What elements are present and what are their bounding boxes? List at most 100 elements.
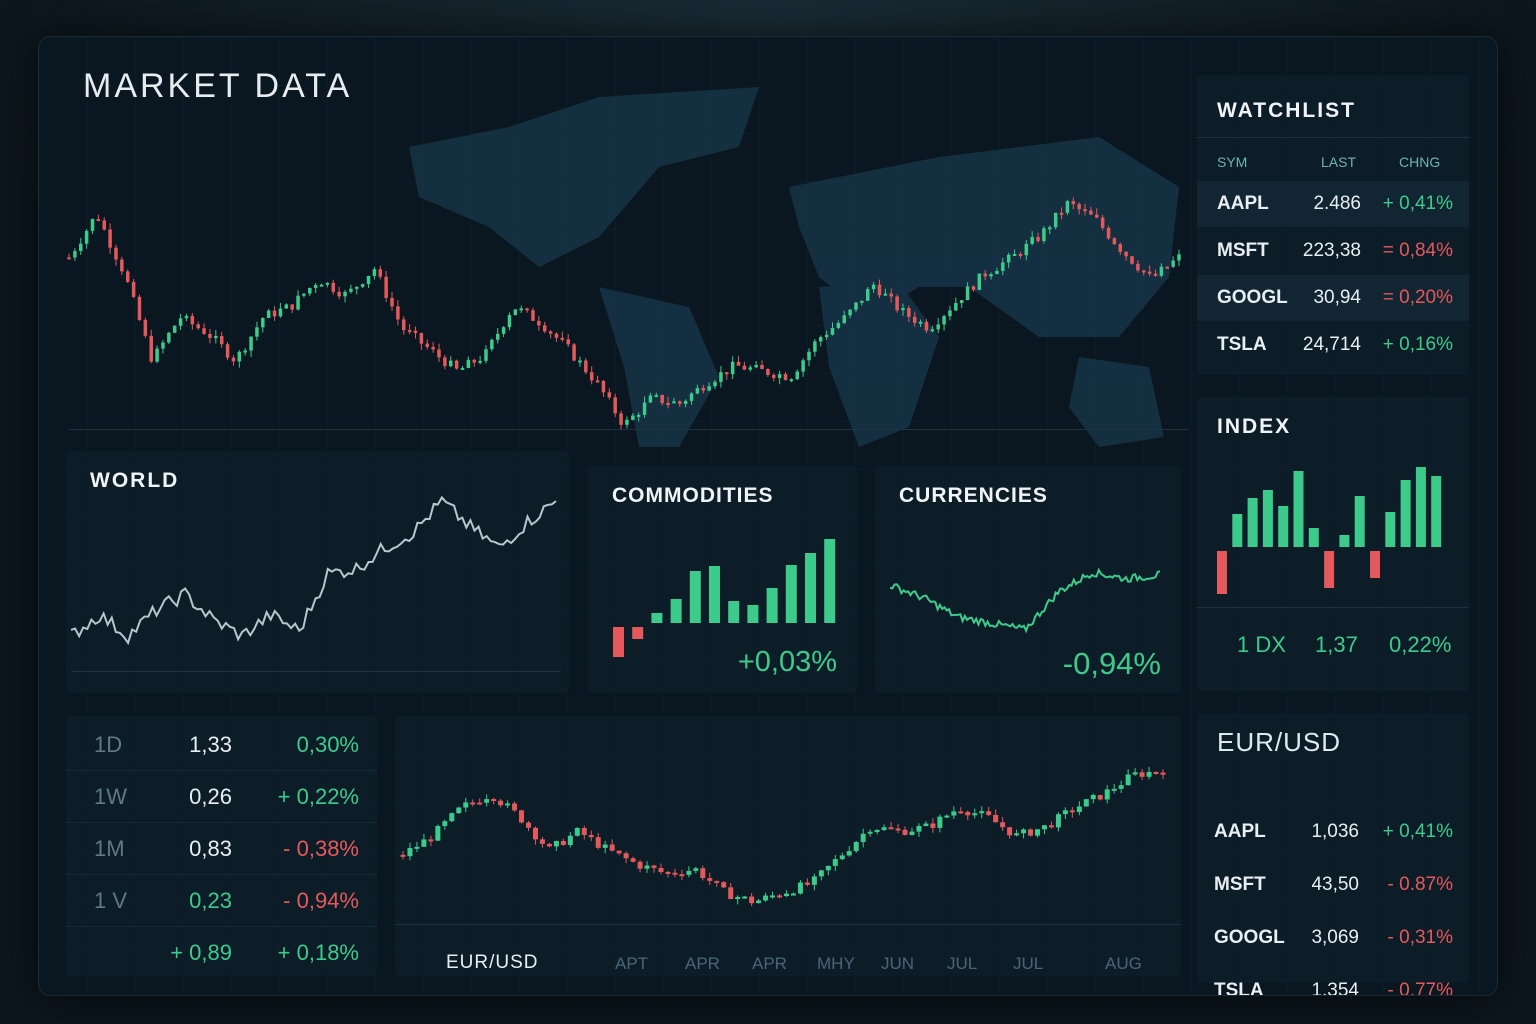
candle [396,300,400,326]
candle [695,384,700,395]
candle [1041,825,1047,835]
candle [360,283,365,289]
bar-down [632,627,644,639]
candle [1065,199,1070,216]
stats-row[interactable]: 1D 1,33 0,30% [66,719,377,771]
candle [526,821,532,832]
divider [1197,137,1469,138]
candle [302,293,306,298]
candle [1153,771,1159,775]
candle [1042,226,1046,244]
eurusd-row[interactable]: MSFT 43,50 - 0.87% [1197,862,1469,908]
bar-up [1415,467,1426,547]
candle [1083,203,1087,216]
candle [613,393,617,418]
candle [272,305,277,321]
candle [581,825,587,840]
candle [172,325,177,334]
candle [1095,208,1099,219]
candle [532,826,538,845]
bar-up [1354,496,1365,547]
candle [477,798,483,805]
candle [959,300,964,308]
value: 0,26 [189,783,232,809]
divider [395,924,1181,925]
bar-up [1293,471,1304,547]
candle [760,360,764,370]
candle [1062,807,1068,819]
candle [313,283,318,294]
symbol: AAPL [1217,193,1269,214]
candle [679,869,685,881]
candle [472,358,476,367]
candle [874,829,880,835]
bar-up [1385,512,1396,547]
candle [261,317,265,333]
candle [609,839,615,852]
candle [214,330,218,344]
stats-row[interactable]: 1M 0,83 - 0,38% [66,823,377,875]
watchlist-row[interactable]: TSLA 24,714 + 0,16% [1197,322,1469,368]
candle [721,881,727,889]
watchlist-row[interactable]: MSFT 223,38 = 0,84% [1197,228,1469,274]
candle [965,810,971,821]
eurusd-row[interactable]: AAPL 1,036 + 0,41% [1197,809,1469,855]
candle [1130,255,1134,265]
candle [1132,768,1138,776]
stats-row[interactable]: 1W 0,26 + 0,22% [66,771,377,823]
candle [249,336,253,357]
candle [343,289,347,303]
watchlist-row[interactable]: AAPL 2.486 + 0,41% [1197,181,1469,227]
last-price: 2.486 [1313,193,1361,214]
candle [766,368,770,378]
candle [428,835,434,847]
candle [936,318,940,334]
candle [1034,829,1040,838]
candle [131,278,136,299]
bar-up [1232,514,1243,547]
watchlist-row[interactable]: GOOGL 30,94 = 0,20% [1197,275,1469,321]
candle [1053,212,1058,230]
candle [942,314,946,331]
month-tick: AUG [1105,954,1142,973]
candle [584,358,588,375]
eurusd-row[interactable]: TSLA 1,354 - 0,77% [1197,968,1469,995]
candle [883,288,888,296]
candle [161,339,165,354]
candle [742,895,748,899]
candle [125,269,130,284]
candle [971,285,976,292]
candle [930,818,936,833]
candle [1000,817,1006,831]
candle [355,286,359,295]
candle [537,316,541,331]
candle [825,865,831,876]
candle [924,318,929,334]
stats-row[interactable]: + 0,89 + 0,18% [66,927,377,979]
bar-up [766,588,778,623]
candle [366,275,371,288]
last-price: 24,714 [1302,334,1361,355]
candle [948,305,952,321]
candle [725,372,729,380]
candle [278,302,283,318]
bar-up [1278,506,1289,547]
candle [525,307,529,313]
candle [578,356,582,367]
last-price: 30,94 [1313,287,1361,308]
candle [930,325,935,333]
candle [507,312,512,331]
candle [1160,769,1166,780]
candle [319,283,324,287]
candle [1007,827,1013,839]
candle [728,882,734,900]
change: + 0,41% [1382,821,1453,842]
candle [1018,251,1023,259]
bar-down [613,627,624,657]
hero-candlestick-chart [67,197,1181,431]
candle [770,891,776,899]
candle [1090,793,1096,804]
eurusd-row[interactable]: GOOGL 3,069 - 0,31% [1197,915,1469,961]
currencies-change: -0,94% [1062,646,1161,681]
stats-row[interactable]: 1 V 0,23 - 0,94% [66,875,377,927]
